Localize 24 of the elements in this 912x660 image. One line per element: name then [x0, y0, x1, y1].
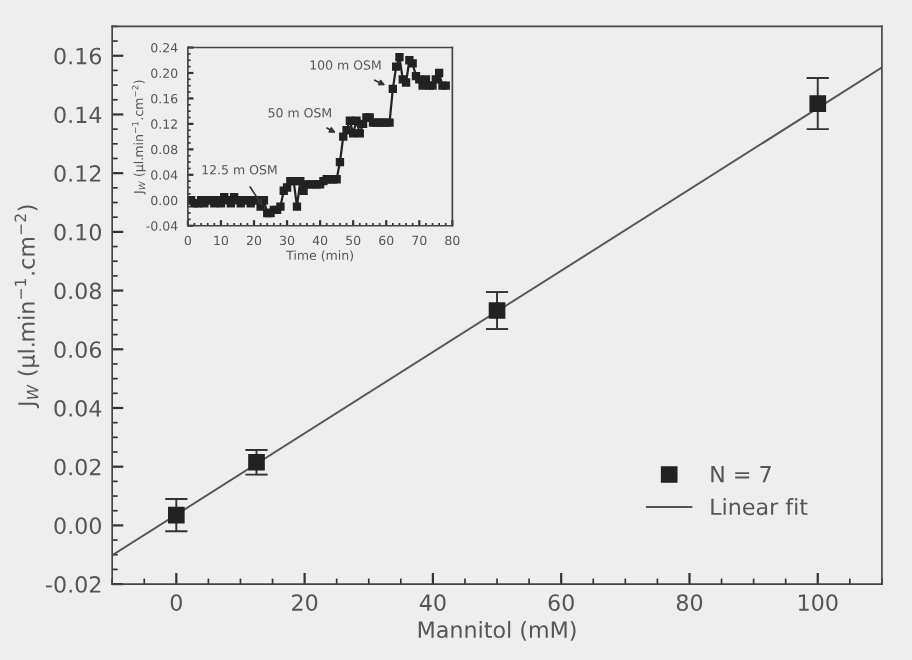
- y-tick-label: 0.02: [54, 458, 101, 476]
- x-tick-label: 0: [170, 594, 182, 612]
- legend-label: N = 7: [711, 466, 771, 483]
- x-tick-label: 20: [292, 594, 318, 612]
- x-tick-label: 80: [676, 594, 703, 612]
- y-tick-label: 0.04: [54, 399, 102, 417]
- y-axis-title: J$_{W}$ (μl.min$^{−1}$.cm$^{−2}$): [14, 205, 40, 409]
- legend-label: Linear fit: [711, 497, 808, 516]
- point: [167, 506, 185, 524]
- point: [809, 95, 827, 112]
- y-tick-label: 0.12: [54, 165, 101, 182]
- y-tick-label: 0.14: [54, 106, 102, 124]
- y-tick-label: 0.10: [54, 223, 101, 241]
- y-tick-label: -0.02: [46, 576, 101, 593]
- y-tick-label: 0.16: [54, 47, 102, 65]
- y-tick-label: 0.06: [54, 341, 102, 359]
- x-tick-label: 60: [548, 594, 574, 612]
- point: [488, 302, 506, 319]
- x-tick-label: 100: [798, 594, 838, 612]
- x-tick-label: 40: [419, 594, 446, 612]
- y-tick-label: 0.08: [54, 282, 101, 300]
- x-axis-title: Mannitol (mM): [418, 620, 576, 641]
- point: [248, 453, 265, 471]
- y-tick-label: 0.00: [54, 517, 101, 535]
